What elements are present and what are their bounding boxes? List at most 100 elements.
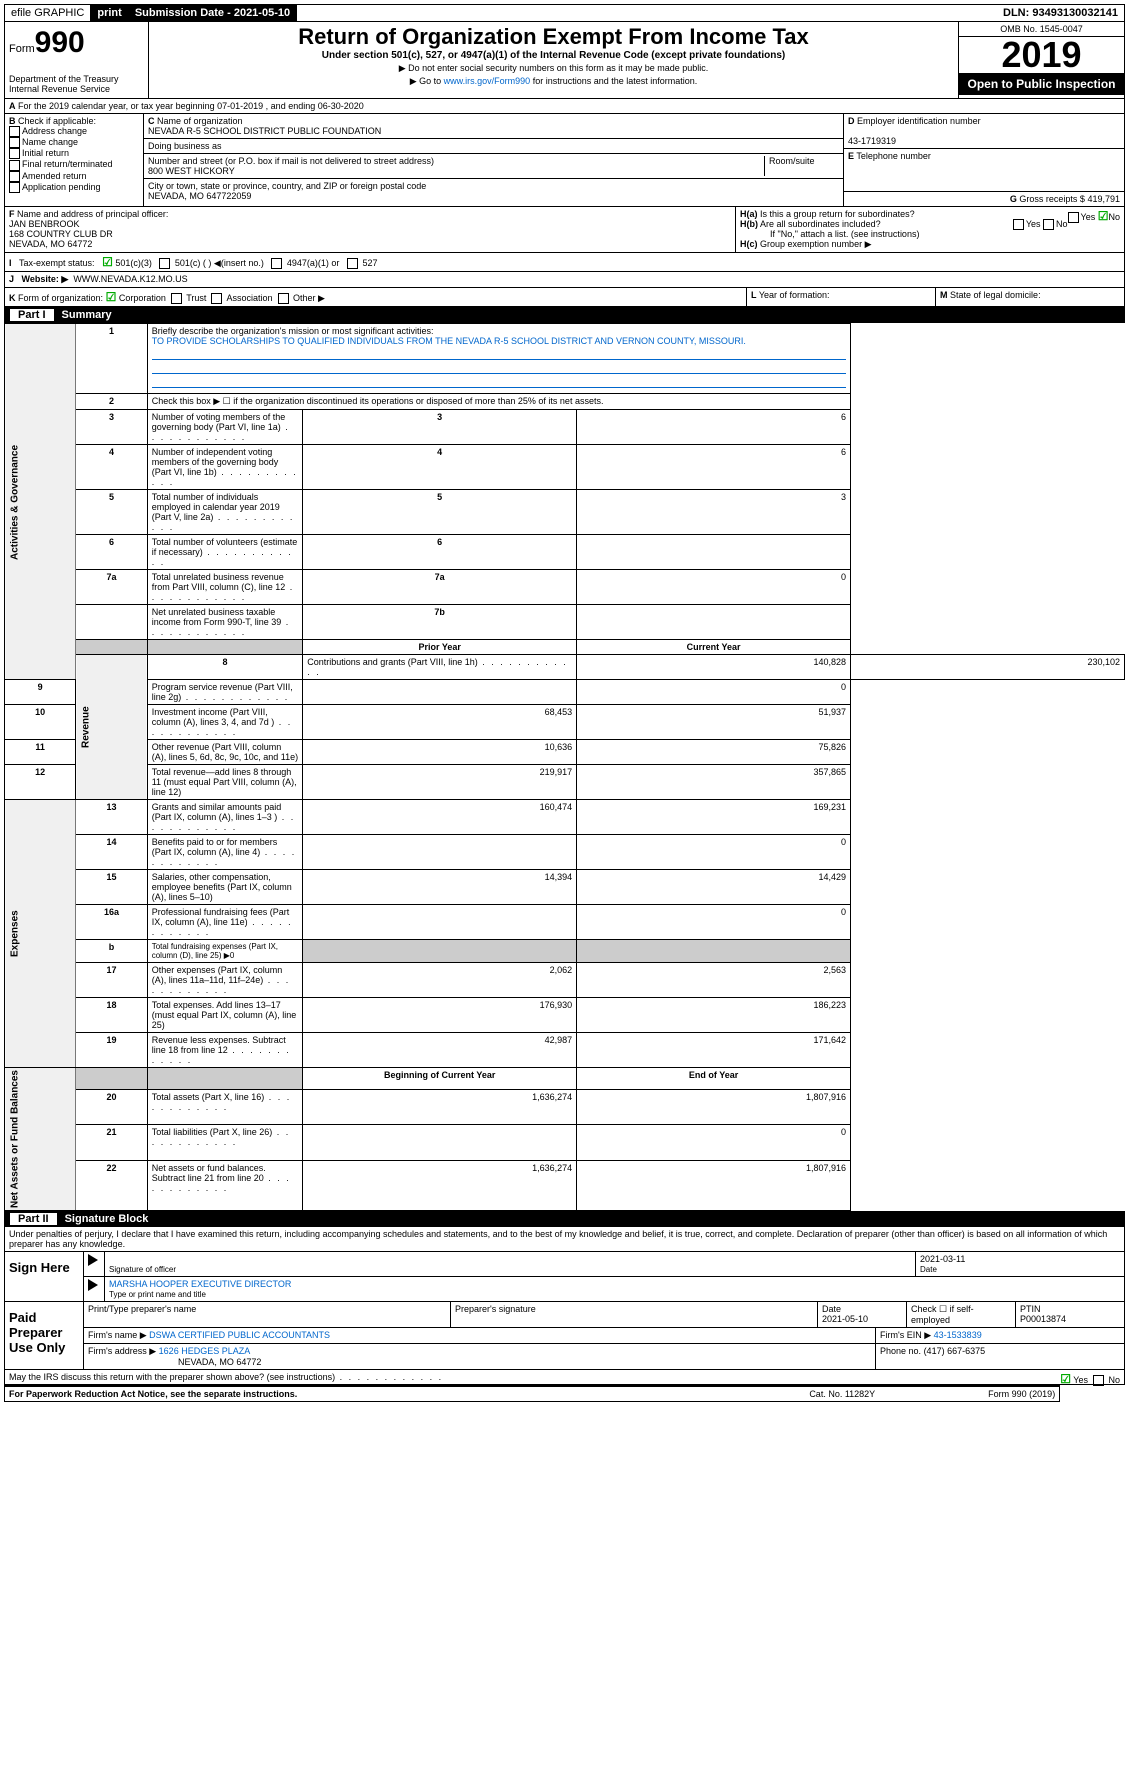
e19t: Revenue less expenses. Subtract line 18 … bbox=[147, 1033, 302, 1068]
g7an2: 7a bbox=[303, 570, 577, 605]
g4n2: 4 bbox=[303, 445, 577, 490]
r9n: 9 bbox=[5, 680, 76, 705]
g6n: 6 bbox=[76, 535, 147, 570]
firm-label: Firm's name ▶ bbox=[88, 1330, 147, 1340]
r10p: 68,453 bbox=[303, 705, 577, 740]
gross-label: Gross receipts $ bbox=[1019, 194, 1085, 204]
opt-amend: Amended return bbox=[22, 171, 87, 181]
tax-status-label: Tax-exempt status: bbox=[19, 258, 95, 268]
opt-name: Name change bbox=[22, 137, 78, 147]
amended-check[interactable] bbox=[9, 171, 20, 182]
ha-yes[interactable] bbox=[1068, 212, 1079, 223]
pp-date-label: Date bbox=[822, 1304, 841, 1314]
501c-check[interactable] bbox=[159, 258, 170, 269]
discuss-label: May the IRS discuss this return with the… bbox=[9, 1372, 443, 1382]
website-value: WWW.NEVADA.K12.MO.US bbox=[73, 274, 187, 284]
form-footer: Form 990 (2019) bbox=[875, 1389, 1055, 1399]
e13n: 13 bbox=[76, 800, 147, 835]
opt-other: Other ▶ bbox=[293, 293, 325, 303]
col-prior: Prior Year bbox=[303, 640, 577, 655]
org-address: 800 WEST HICKORY bbox=[148, 166, 235, 176]
opt-addr: Address change bbox=[22, 126, 87, 136]
e13t: Grants and similar amounts paid (Part IX… bbox=[147, 800, 302, 835]
faddr-label: Firm's address ▶ bbox=[88, 1346, 156, 1356]
r12c: 357,865 bbox=[577, 765, 851, 800]
initial-check[interactable] bbox=[9, 148, 20, 159]
e13c: 169,231 bbox=[577, 800, 851, 835]
g3n2: 3 bbox=[303, 410, 577, 445]
part2-header: Part IISignature Block bbox=[4, 1211, 1125, 1227]
ein-value: 43-1719319 bbox=[848, 136, 896, 146]
officer-name: JAN BENBROOK bbox=[9, 219, 80, 229]
discuss-no[interactable] bbox=[1093, 1375, 1104, 1386]
form-header: Form990 Department of the Treasury Inter… bbox=[4, 22, 1125, 99]
trust-check[interactable] bbox=[171, 293, 182, 304]
print-button[interactable]: print bbox=[91, 5, 128, 21]
n20n: 20 bbox=[76, 1089, 147, 1125]
efile-label: efile GRAPHIC bbox=[5, 5, 91, 21]
e16an: 16a bbox=[76, 905, 147, 940]
r8n: 8 bbox=[147, 655, 302, 680]
firm-phone: (417) 667-6375 bbox=[924, 1346, 986, 1356]
501c3-check: ☑ bbox=[102, 255, 113, 269]
paid-preparer-block: Paid Preparer Use Only Print/Type prepar… bbox=[4, 1302, 1125, 1370]
line-a: A For the 2019 calendar year, or tax yea… bbox=[4, 99, 1125, 114]
e16bn: b bbox=[76, 940, 147, 963]
mission-text: TO PROVIDE SCHOLARSHIPS TO QUALIFIED IND… bbox=[152, 336, 746, 346]
irs-link[interactable]: www.irs.gov/Form990 bbox=[444, 76, 531, 86]
arrow-icon2 bbox=[88, 1279, 98, 1291]
ptin-value: P00013874 bbox=[1020, 1314, 1066, 1324]
e18c: 186,223 bbox=[577, 998, 851, 1033]
opt-501c: 501(c) ( ) ◀(insert no.) bbox=[175, 258, 264, 268]
assoc-check[interactable] bbox=[211, 293, 222, 304]
name-change-check[interactable] bbox=[9, 137, 20, 148]
dln-label: DLN: 93493130032141 bbox=[997, 5, 1124, 21]
e17t: Other expenses (Part IX, column (A), lin… bbox=[147, 963, 302, 998]
state-domicile: State of legal domicile: bbox=[950, 290, 1041, 300]
section-b-to-g: B Check if applicable: Address change Na… bbox=[4, 114, 1125, 207]
tab-netassets: Net Assets or Fund Balances bbox=[5, 1068, 76, 1211]
g3v: 6 bbox=[577, 410, 851, 445]
corp-check: ☑ bbox=[106, 290, 117, 304]
hb-no[interactable] bbox=[1043, 219, 1054, 230]
part1-header: Part ISummary bbox=[4, 307, 1125, 323]
sign-here-block: Sign Here Signature of officer2021-03-11… bbox=[4, 1252, 1125, 1302]
527-check[interactable] bbox=[347, 258, 358, 269]
n20c: 1,807,916 bbox=[577, 1089, 851, 1125]
opt-assoc: Association bbox=[226, 293, 272, 303]
e17p: 2,062 bbox=[303, 963, 577, 998]
line-k-l-m: K Form of organization: ☑ Corporation Tr… bbox=[4, 288, 1125, 307]
paperwork-notice: For Paperwork Reduction Act Notice, see … bbox=[9, 1389, 809, 1399]
q1-label: Briefly describe the organization's miss… bbox=[152, 326, 434, 336]
r11c: 75,826 bbox=[577, 740, 851, 765]
4947-check[interactable] bbox=[271, 258, 282, 269]
e15n: 15 bbox=[76, 870, 147, 905]
line-i: I Tax-exempt status: ☑ 501(c)(3) 501(c) … bbox=[4, 253, 1125, 272]
pp-name-label: Print/Type preparer's name bbox=[84, 1302, 451, 1327]
ptin-label: PTIN bbox=[1020, 1304, 1041, 1314]
footer: For Paperwork Reduction Act Notice, see … bbox=[4, 1385, 1060, 1402]
other-check[interactable] bbox=[278, 293, 289, 304]
addr-change-check[interactable] bbox=[9, 126, 20, 137]
submission-date: Submission Date - 2021-05-10 bbox=[129, 5, 297, 21]
org-city: NEVADA, MO 647722059 bbox=[148, 191, 251, 201]
e18n: 18 bbox=[76, 998, 147, 1033]
r10n: 10 bbox=[5, 705, 76, 740]
e13p: 160,474 bbox=[303, 800, 577, 835]
pending-check[interactable] bbox=[9, 182, 20, 193]
g7at: Total unrelated business revenue from Pa… bbox=[147, 570, 302, 605]
n21p bbox=[303, 1125, 577, 1161]
e14t: Benefits paid to or for members (Part IX… bbox=[147, 835, 302, 870]
officer-addr2: NEVADA, MO 64772 bbox=[9, 239, 92, 249]
r9t: Program service revenue (Part VIII, line… bbox=[147, 680, 302, 705]
r10c: 51,937 bbox=[577, 705, 851, 740]
open-inspection: Open to Public Inspection bbox=[959, 73, 1124, 95]
typed-name: MARSHA HOOPER EXECUTIVE DIRECTOR bbox=[109, 1279, 291, 1289]
city-label: City or town, state or province, country… bbox=[148, 181, 426, 191]
g7an: 7a bbox=[76, 570, 147, 605]
final-check[interactable] bbox=[9, 160, 20, 171]
hb-yes[interactable] bbox=[1013, 219, 1024, 230]
g6t: Total number of volunteers (estimate if … bbox=[147, 535, 302, 570]
e16bt: Total fundraising expenses (Part IX, col… bbox=[147, 940, 302, 963]
form-number: 990 bbox=[35, 26, 85, 59]
